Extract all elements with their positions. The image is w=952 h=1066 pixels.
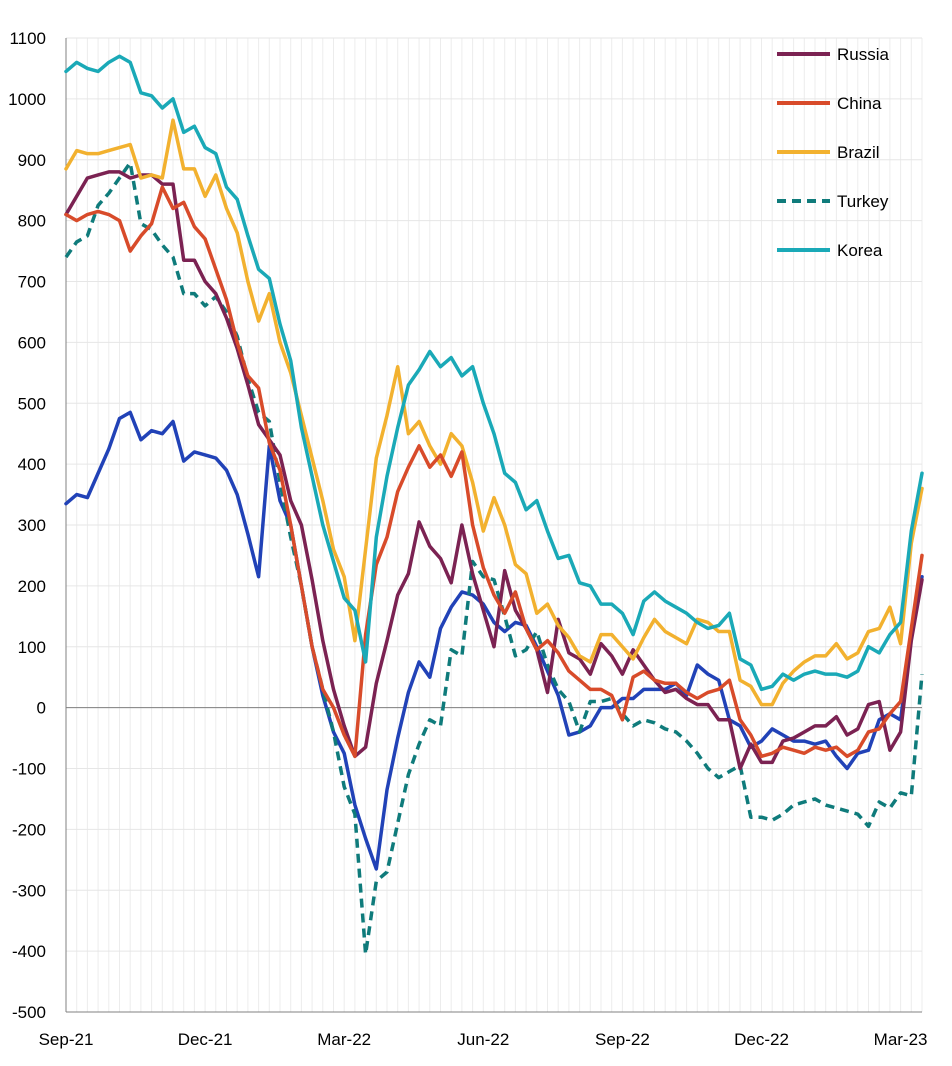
x-tick-label: Sep-22: [595, 1030, 650, 1049]
unnamed-series-line: [64, 410, 924, 871]
x-tick-label: Mar-22: [317, 1030, 371, 1049]
x-tick-label: Dec-22: [734, 1030, 789, 1049]
y-tick-label: 700: [18, 273, 46, 292]
y-tick-label: -500: [12, 1003, 46, 1022]
series-layer: [64, 54, 924, 956]
legend-label-turkey: Turkey: [837, 192, 889, 211]
y-tick-label: 900: [18, 151, 46, 170]
y-tick-label: -300: [12, 881, 46, 900]
legend: Russia China Brazil Turkey Korea: [777, 45, 890, 260]
y-tick-label: 200: [18, 577, 46, 596]
y-tick-label: 1000: [8, 90, 46, 109]
y-tick-label: 300: [18, 516, 46, 535]
x-tick-label: Dec-21: [178, 1030, 233, 1049]
y-tick-label: -200: [12, 820, 46, 839]
china-series-line: [64, 185, 924, 759]
axes-layer: -500 -400 -300 -200 -100 0 100 200 300 400 500 600 7…: [8, 29, 927, 1049]
y-tick-label: 800: [18, 212, 46, 231]
x-tick-label: Jun-22: [457, 1030, 509, 1049]
legend-label-korea: Korea: [837, 241, 883, 260]
korea-series-line: [64, 54, 924, 692]
x-tick-label: Sep-21: [39, 1030, 94, 1049]
legend-label-brazil: Brazil: [837, 143, 880, 162]
y-tick-label: 100: [18, 638, 46, 657]
y-tick-label: 0: [37, 699, 46, 718]
legend-label-russia: Russia: [837, 45, 890, 64]
y-tick-label: -100: [12, 760, 46, 779]
turkey-series-line: [64, 161, 924, 956]
y-tick-label: 1100: [9, 29, 46, 48]
brazil-series-line: [64, 118, 924, 707]
y-tick-label: 600: [18, 333, 46, 352]
legend-label-china: China: [837, 94, 882, 113]
grid-layer: [65, 37, 923, 1013]
y-tick-label: 400: [18, 455, 46, 474]
y-tick-label: 500: [18, 394, 46, 413]
y-tick-label: -400: [12, 942, 46, 961]
x-tick-label: Mar-23: [874, 1030, 928, 1049]
